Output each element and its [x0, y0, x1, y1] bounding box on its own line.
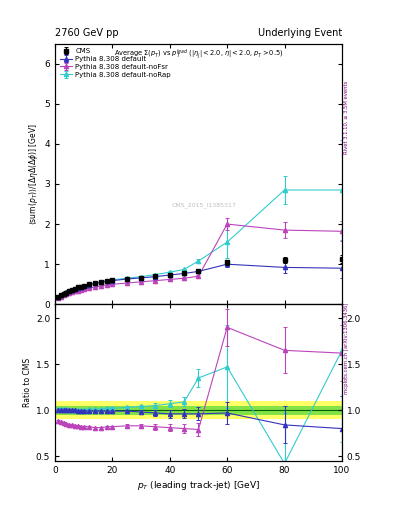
Text: CMS_2015_I1385317: CMS_2015_I1385317: [172, 202, 237, 208]
Text: Average $\Sigma(p_T)$ vs $p_T^{lead}$ ($|\eta_j|$$<$2.0, $\eta|$$<$2.0, $p_T$$>$: Average $\Sigma(p_T)$ vs $p_T^{lead}$ ($…: [114, 48, 283, 61]
Y-axis label: Ratio to CMS: Ratio to CMS: [23, 358, 31, 407]
Text: Rivet 3.1.10, ≥ 3.5M events: Rivet 3.1.10, ≥ 3.5M events: [344, 81, 349, 155]
X-axis label: $p_T$ (leading track-jet) [GeV]: $p_T$ (leading track-jet) [GeV]: [137, 479, 260, 492]
Bar: [55, 406, 342, 415]
Legend: CMS, Pythia 8.308 default, Pythia 8.308 default-noFsr, Pythia 8.308 default-noRa: CMS, Pythia 8.308 default, Pythia 8.308 …: [59, 47, 172, 79]
Text: Underlying Event: Underlying Event: [258, 28, 342, 38]
Text: mcplots.cern.ch [arXiv:1306.3436]: mcplots.cern.ch [arXiv:1306.3436]: [344, 303, 349, 394]
Bar: [55, 401, 342, 419]
Y-axis label: $\langle$sum$(p_T)\rangle/[\Delta\eta\Delta(\Delta\phi)]$ [GeV]: $\langle$sum$(p_T)\rangle/[\Delta\eta\De…: [27, 123, 40, 225]
Text: 2760 GeV pp: 2760 GeV pp: [55, 28, 119, 38]
